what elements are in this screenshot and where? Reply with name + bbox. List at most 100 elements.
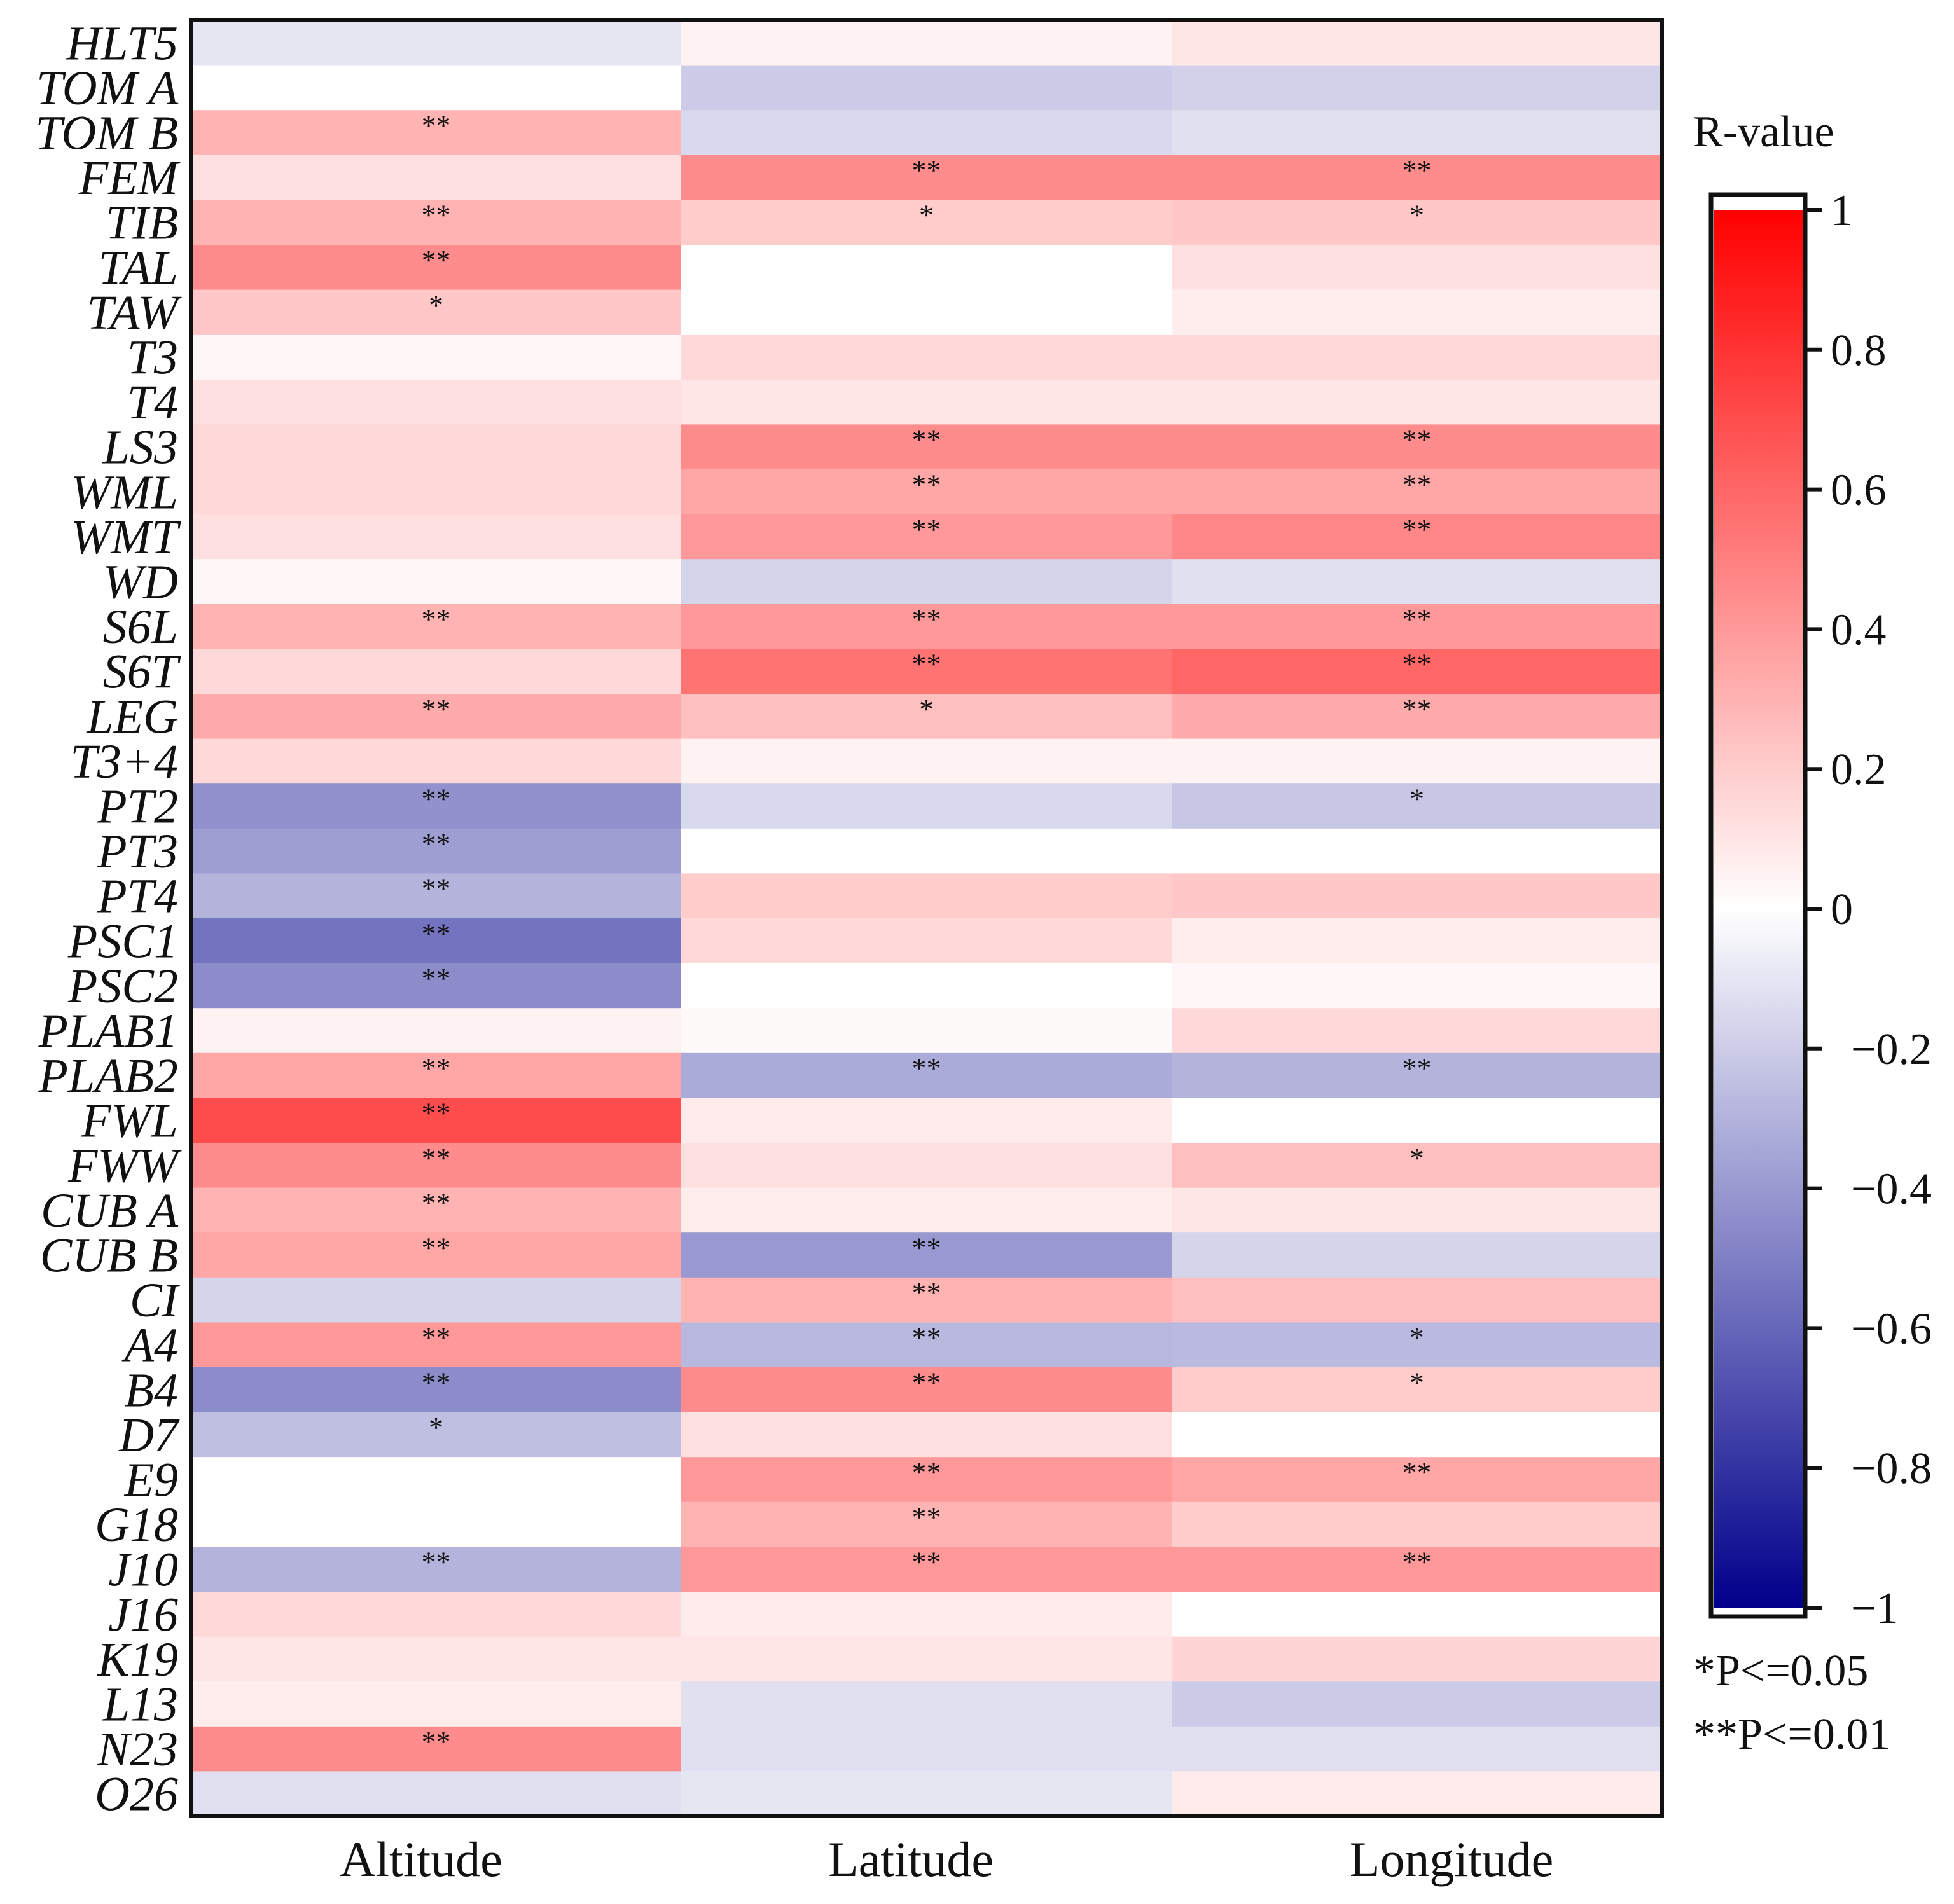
sig-leg-latitude: * bbox=[919, 693, 934, 725]
sig-pt2-longitude: * bbox=[1410, 783, 1424, 815]
cell-b4-longitude bbox=[1172, 1367, 1663, 1413]
sig-ci-latitude: ** bbox=[912, 1276, 941, 1309]
sig-wmt-longitude: ** bbox=[1403, 513, 1432, 546]
row-label-wd: WD bbox=[103, 556, 178, 609]
row-label-ls3: LS3 bbox=[102, 421, 178, 474]
cell-cub-a-latitude bbox=[681, 1187, 1172, 1233]
sig-ls3-latitude: ** bbox=[912, 424, 941, 456]
cell-wml-altitude bbox=[191, 469, 682, 515]
sig-fwl-altitude: ** bbox=[422, 1097, 451, 1129]
cell-j10-altitude bbox=[191, 1547, 682, 1592]
row-label-a4: A4 bbox=[121, 1319, 178, 1372]
col-label-latitude: Latitude bbox=[828, 1832, 994, 1887]
sig-pt3-altitude: ** bbox=[422, 827, 451, 860]
sig-a4-latitude: ** bbox=[912, 1321, 941, 1354]
cell-d7-altitude bbox=[191, 1412, 682, 1458]
cell-b4-latitude bbox=[681, 1367, 1172, 1413]
cell-leg-latitude bbox=[681, 694, 1172, 740]
sig-fem-longitude: ** bbox=[1403, 154, 1432, 186]
row-label-cub-b: CUB B bbox=[40, 1229, 178, 1283]
row-label-ci: CI bbox=[130, 1274, 181, 1327]
cell-pt2-altitude bbox=[191, 783, 682, 829]
cell-psc1-longitude bbox=[1172, 918, 1663, 964]
cell-a4-altitude bbox=[191, 1322, 682, 1368]
cell-cub-a-altitude bbox=[191, 1187, 682, 1233]
row-label-fwl: FWL bbox=[81, 1094, 178, 1148]
cell-leg-longitude bbox=[1172, 694, 1663, 740]
sig-fem-latitude: ** bbox=[912, 154, 941, 186]
sig-wmt-latitude: ** bbox=[912, 513, 941, 546]
colorbar-tick-label: 0.8 bbox=[1831, 326, 1887, 375]
cell-n23-longitude bbox=[1172, 1726, 1663, 1772]
sig-leg-altitude: ** bbox=[422, 693, 451, 725]
sig-b4-latitude: ** bbox=[912, 1366, 941, 1398]
colorbar-tick-label: −0.2 bbox=[1851, 1025, 1932, 1074]
cell-wml-longitude bbox=[1172, 469, 1663, 515]
sig-psc2-altitude: ** bbox=[422, 962, 451, 995]
colorbar-tick-label: −0.6 bbox=[1851, 1304, 1932, 1353]
row-label-pt2: PT2 bbox=[97, 780, 178, 834]
cell-pt2-latitude bbox=[681, 783, 1172, 829]
sig-tal-altitude: ** bbox=[422, 244, 451, 276]
cell-pt4-longitude bbox=[1172, 873, 1663, 919]
colorbar-tick-label: −1 bbox=[1851, 1584, 1898, 1633]
cell-j10-longitude bbox=[1172, 1547, 1663, 1592]
row-label-g18: G18 bbox=[95, 1498, 178, 1552]
cell-n23-altitude bbox=[191, 1726, 682, 1772]
cell-tal-latitude bbox=[681, 245, 1172, 291]
cell-j16-longitude bbox=[1172, 1592, 1663, 1638]
sig-fww-longitude: * bbox=[1410, 1142, 1424, 1174]
row-label-n23: N23 bbox=[97, 1723, 178, 1776]
sig-plab2-altitude: ** bbox=[422, 1052, 451, 1084]
cell-e9-altitude bbox=[191, 1457, 682, 1503]
sig-wml-longitude: ** bbox=[1403, 468, 1432, 500]
cell-ci-latitude bbox=[681, 1277, 1172, 1323]
sig-g18-latitude: ** bbox=[912, 1501, 941, 1533]
column-labels: Altitude Latitude Longitude bbox=[340, 1832, 1553, 1887]
cell-t4-altitude bbox=[191, 379, 682, 425]
cell-psc1-altitude bbox=[191, 918, 682, 964]
heatmap-frame bbox=[189, 18, 1664, 1818]
sig-pt2-altitude: ** bbox=[422, 783, 451, 815]
sig-s6l-latitude: ** bbox=[912, 603, 941, 635]
col-label-longitude: Longitude bbox=[1350, 1832, 1554, 1887]
cell-k19-longitude bbox=[1172, 1636, 1663, 1682]
cell-ls3-longitude bbox=[1172, 424, 1663, 470]
cell-o26-latitude bbox=[681, 1771, 1172, 1817]
row-label-fem: FEM bbox=[78, 151, 181, 205]
colorbar-ticks: 1 0.8 0.6 0.4 0.2 0 −0.2 −0.4 −0.6 −0.8 −1 bbox=[1805, 186, 1932, 1633]
sig-taw-altitude: * bbox=[429, 289, 443, 321]
cell-cub-b-altitude bbox=[191, 1232, 682, 1278]
sig-tib-longitude: * bbox=[1410, 199, 1424, 231]
sig-a4-altitude: ** bbox=[422, 1321, 451, 1354]
sig-plab2-latitude: ** bbox=[912, 1052, 941, 1084]
row-label-tom-a: TOM A bbox=[36, 62, 179, 115]
cell-k19-altitude bbox=[191, 1636, 682, 1682]
row-label-s6t: S6T bbox=[103, 645, 181, 699]
sig-tib-latitude: * bbox=[919, 199, 934, 231]
sig-cub-a-altitude: ** bbox=[422, 1187, 451, 1219]
colorbar-tick-label: 0.2 bbox=[1831, 745, 1887, 794]
row-label-pt3: PT3 bbox=[97, 825, 178, 878]
row-label-plab2: PLAB2 bbox=[38, 1049, 178, 1103]
sig-s6t-latitude: ** bbox=[912, 648, 941, 680]
cell-cub-b-longitude bbox=[1172, 1232, 1663, 1278]
cell-plab2-longitude bbox=[1172, 1052, 1663, 1098]
cell-g18-latitude bbox=[681, 1501, 1172, 1547]
row-label-t3: T3 bbox=[127, 331, 178, 385]
cell-cub-a-longitude bbox=[1172, 1187, 1663, 1233]
cell-pt3-altitude bbox=[191, 828, 682, 874]
cell-psc2-altitude bbox=[191, 963, 682, 1009]
sig-n23-altitude: ** bbox=[422, 1725, 451, 1758]
sig-fww-altitude: ** bbox=[422, 1142, 451, 1174]
sig-s6t-longitude: ** bbox=[1403, 648, 1432, 680]
row-label-t4: T4 bbox=[127, 376, 178, 429]
row-label-l13: L13 bbox=[102, 1678, 178, 1732]
row-label-j16: J16 bbox=[108, 1588, 178, 1641]
cell-pt3-latitude bbox=[681, 828, 1172, 874]
sig-tom-b-altitude: ** bbox=[422, 109, 451, 142]
cell-t3-4-altitude bbox=[191, 738, 682, 784]
cell-taw-altitude bbox=[191, 289, 682, 335]
cell-wmt-latitude bbox=[681, 514, 1172, 560]
colorbar-tick-label: −0.8 bbox=[1851, 1444, 1932, 1493]
